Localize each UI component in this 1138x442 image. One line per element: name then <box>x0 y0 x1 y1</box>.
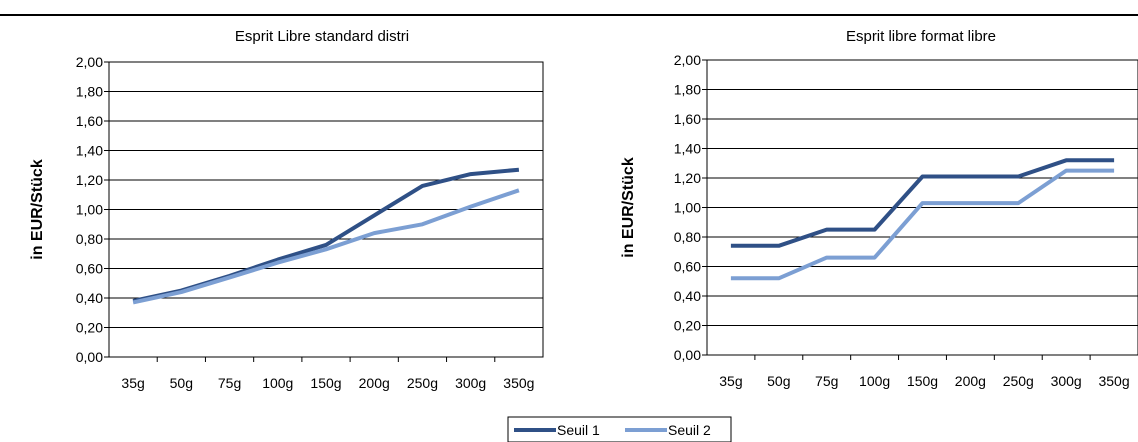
x-tick-label: 250g <box>1003 373 1034 389</box>
y-tick-label: 1,80 <box>674 82 701 98</box>
x-tick-label: 300g <box>1051 373 1082 389</box>
legend-label-seuil-2: Seuil 2 <box>668 422 711 438</box>
y-axis-title: in EUR/Stück <box>29 159 46 260</box>
x-tick-label: 75g <box>815 373 838 389</box>
chart-1: Esprit Libre standard distri 0,00 0,20 0,40… <box>29 28 544 391</box>
y-tick-label: 0,40 <box>674 288 701 304</box>
x-tick-label: 150g <box>907 373 938 389</box>
top-rule <box>0 14 1138 16</box>
y-tick-label: 1,40 <box>674 141 701 157</box>
y-tick-label: 1,80 <box>76 84 103 100</box>
series-line-seuil-2 <box>730 168 1115 281</box>
y-tick-label: 2,00 <box>76 54 103 70</box>
x-tick-label: 300g <box>455 375 486 391</box>
x-tick-label: 200g <box>359 375 390 391</box>
series-line-seuil-1 <box>730 158 1115 248</box>
y-axis-title: in EUR/Stück <box>620 157 637 258</box>
x-tick-label: 250g <box>407 375 438 391</box>
y-tick-label: 0,60 <box>76 261 103 277</box>
x-tick-label: 200g <box>955 373 986 389</box>
y-tick-label: 0,20 <box>76 320 103 336</box>
x-tick-label: 100g <box>859 373 890 389</box>
y-tick-label: 0,00 <box>674 347 701 363</box>
y-tick-label: 1,20 <box>76 172 103 188</box>
x-tick-label: 50g <box>170 375 193 391</box>
y-tick-label: 1,00 <box>674 200 701 216</box>
y-tick-label: 1,60 <box>76 113 103 129</box>
series-line-seuil-2 <box>132 188 520 305</box>
x-tick-label: 100g <box>262 375 293 391</box>
y-tick-label: 0,80 <box>76 231 103 247</box>
plot-frame <box>706 59 1138 356</box>
x-tick-label: 350g <box>503 375 534 391</box>
chart-2: Esprit libre format libre 0,00 0,20 0,40 0,6… <box>620 28 1138 389</box>
y-tick-label: 0,80 <box>674 229 701 245</box>
x-tick-label: 35g <box>121 375 144 391</box>
y-tick-label: 1,60 <box>674 111 701 127</box>
legend: Seuil 1 Seuil 2 <box>507 416 732 442</box>
x-tick-label: 150g <box>310 375 341 391</box>
plot-frame <box>108 61 544 358</box>
y-tick-label: 0,20 <box>674 318 701 334</box>
chart-title: Esprit Libre standard distri <box>235 28 409 45</box>
y-tick-label: 0,60 <box>674 259 701 275</box>
x-tick-label: 75g <box>218 375 241 391</box>
y-tick-label: 1,00 <box>76 202 103 218</box>
legend-label-seuil-1: Seuil 1 <box>557 422 600 438</box>
x-tick-label: 50g <box>767 373 790 389</box>
y-tick-label: 1,40 <box>76 143 103 159</box>
y-tick-label: 0,40 <box>76 290 103 306</box>
x-tick-label: 35g <box>719 373 742 389</box>
y-tick-label: 1,20 <box>674 170 701 186</box>
series-line-seuil-1 <box>132 167 520 303</box>
chart-title: Esprit libre format libre <box>846 28 996 45</box>
y-tick-label: 0,00 <box>76 349 103 365</box>
y-tick-label: 2,00 <box>674 52 701 68</box>
x-tick-label: 350g <box>1098 373 1129 389</box>
